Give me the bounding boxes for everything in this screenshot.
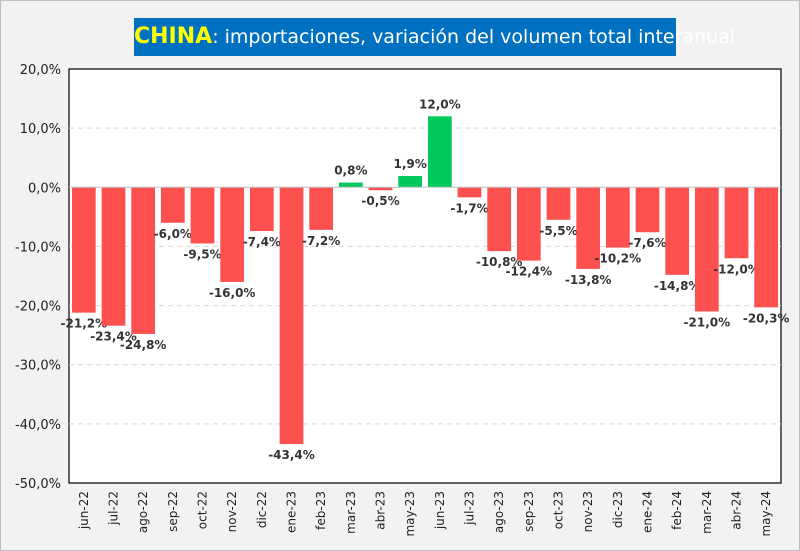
y-tick-label: -40,0% — [15, 418, 61, 433]
data-label: -20,3% — [743, 311, 790, 325]
x-tick-label: jun-22 — [77, 491, 91, 530]
x-tick-label: oct-22 — [196, 491, 210, 529]
y-tick-label: -10,0% — [15, 240, 61, 255]
x-tick-label: sep-23 — [522, 491, 536, 532]
bar — [190, 187, 215, 244]
bar — [309, 187, 334, 230]
x-tick-label: nov-22 — [225, 491, 239, 532]
x-tick-label: abr-23 — [374, 491, 388, 530]
bar — [160, 187, 185, 223]
x-tick-label: may-23 — [403, 491, 417, 537]
data-label: -16,0% — [209, 286, 256, 300]
data-label: 0,8% — [334, 164, 367, 178]
data-label: -10,2% — [595, 252, 642, 266]
x-tick-label: jul-23 — [463, 491, 477, 526]
data-label: -0,5% — [361, 194, 399, 208]
x-tick-label: mar-23 — [344, 491, 358, 534]
bar — [398, 176, 423, 188]
bar — [338, 182, 363, 188]
data-label: -1,7% — [450, 201, 488, 215]
bar — [576, 187, 601, 269]
data-label: -7,6% — [628, 236, 666, 250]
bar — [665, 187, 690, 275]
bar — [71, 187, 96, 313]
x-tick-label: feb-24 — [670, 491, 684, 530]
data-label: -24,8% — [120, 338, 167, 352]
x-tick-label: nov-23 — [581, 491, 595, 532]
title-highlight: CHINA — [134, 24, 213, 49]
data-label: -13,8% — [565, 273, 612, 287]
y-tick-label: -20,0% — [15, 300, 61, 315]
bar — [546, 187, 571, 220]
bar — [101, 187, 126, 326]
x-tick-label: jun-23 — [433, 491, 447, 530]
x-tick-label: sep-22 — [166, 491, 180, 532]
bar — [694, 187, 719, 312]
data-label: -7,2% — [302, 234, 340, 248]
data-label: -43,4% — [268, 448, 315, 462]
x-tick-label: ene-24 — [641, 491, 655, 533]
bar — [487, 187, 512, 252]
data-label: -12,4% — [506, 265, 553, 279]
x-tick-label: dic-22 — [255, 491, 269, 528]
data-label: -21,2% — [61, 317, 108, 331]
x-tick-label: jul-22 — [107, 491, 121, 526]
bar — [457, 187, 482, 198]
data-label: -14,8% — [654, 279, 701, 293]
title-text: : importaciones, variación del volumen t… — [212, 26, 736, 48]
data-label: -10,8% — [476, 255, 523, 269]
data-label: 1,9% — [394, 157, 427, 171]
bar — [635, 187, 660, 233]
x-tick-label: may-24 — [759, 491, 773, 537]
plot-area — [68, 68, 782, 484]
bar — [249, 187, 274, 232]
x-tick-label: mar-24 — [700, 491, 714, 534]
x-tick-label: ago-22 — [136, 491, 150, 533]
bar — [724, 187, 749, 259]
y-tick-label: -50,0% — [15, 477, 61, 492]
data-label: -23,4% — [90, 330, 137, 344]
y-tick-label: 10,0% — [20, 122, 61, 137]
x-tick-label: dic-23 — [611, 491, 625, 528]
bar — [427, 116, 452, 188]
data-label: -12,0% — [713, 262, 760, 276]
data-label: 12,0% — [419, 97, 461, 111]
x-tick-label: ago-23 — [492, 491, 506, 533]
bar — [368, 187, 393, 191]
chart-title: CHINA: importaciones, variación del volu… — [134, 18, 735, 56]
bar — [279, 187, 304, 444]
bar — [516, 187, 541, 261]
bar — [220, 187, 245, 282]
bar — [754, 187, 779, 308]
data-label: -9,5% — [183, 247, 221, 261]
data-label: -6,0% — [154, 227, 192, 241]
x-tick-label: abr-24 — [730, 491, 744, 530]
x-tick-label: ene-23 — [285, 491, 299, 533]
y-tick-label: 20,0% — [20, 63, 61, 78]
data-label: -7,4% — [243, 235, 281, 249]
data-label: -5,5% — [539, 224, 577, 238]
y-tick-label: -30,0% — [15, 359, 61, 374]
x-tick-label: feb-23 — [314, 491, 328, 530]
y-tick-label: 0,0% — [28, 181, 61, 196]
x-tick-label: oct-23 — [552, 491, 566, 529]
bar — [131, 187, 156, 334]
bar — [605, 187, 630, 248]
data-label: -21,0% — [684, 315, 731, 329]
